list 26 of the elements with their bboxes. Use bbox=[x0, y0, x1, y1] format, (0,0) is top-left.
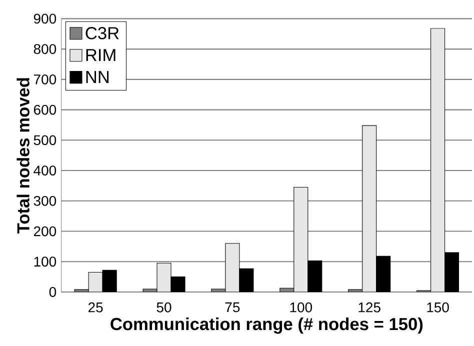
y-tick-label: 500 bbox=[34, 135, 56, 146]
y-tick-label: 300 bbox=[34, 196, 56, 206]
y-axis-title: Total nodes moved bbox=[16, 78, 30, 234]
x-tick-label: 25 bbox=[88, 302, 103, 312]
bar bbox=[294, 186, 308, 292]
bar bbox=[362, 125, 377, 292]
y-tick-label: 800 bbox=[34, 44, 56, 54]
bar bbox=[156, 262, 172, 292]
x-tick-label: 75 bbox=[225, 302, 240, 312]
legend-label: NN bbox=[86, 71, 109, 83]
y-tick-label: 200 bbox=[34, 226, 56, 236]
y-tick-label: 400 bbox=[34, 166, 56, 176]
bar bbox=[225, 243, 240, 292]
y-tick-label: 700 bbox=[34, 74, 56, 84]
y-tick-label: 100 bbox=[34, 256, 56, 267]
y-tick-label: 900 bbox=[34, 14, 56, 24]
legend-label: RIM bbox=[86, 49, 116, 62]
x-tick-label: 125 bbox=[358, 302, 380, 312]
legend-label: C3R bbox=[86, 27, 119, 40]
x-tick-label: 50 bbox=[156, 302, 172, 312]
x-tick-label: 100 bbox=[290, 302, 312, 312]
x-tick-label: 150 bbox=[427, 302, 449, 312]
x-axis-title: Communication range (# nodes = 150) bbox=[110, 317, 423, 334]
y-tick-label: 600 bbox=[34, 104, 56, 115]
y-tick-label: 0 bbox=[49, 287, 56, 297]
bar bbox=[430, 28, 446, 292]
